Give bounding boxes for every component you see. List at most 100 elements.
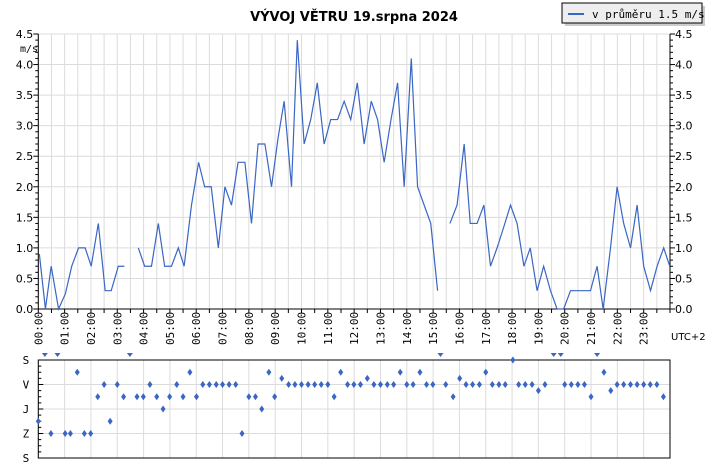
direction-point	[101, 381, 107, 388]
direction-point	[305, 381, 311, 388]
direction-point	[562, 381, 568, 388]
y-axis-unit: m/s	[20, 44, 38, 55]
calm-marker	[437, 353, 444, 357]
y-tick-label-right: 2.0	[675, 181, 693, 194]
direction-point	[312, 381, 318, 388]
y-tick-label-right: 0.0	[675, 303, 693, 316]
dir-tick-label: Z	[23, 428, 30, 441]
direction-point	[647, 381, 653, 388]
direction-point	[48, 430, 54, 437]
calm-marker	[54, 353, 61, 357]
x-tick-label: 06:00	[190, 312, 203, 345]
direction-point	[81, 430, 87, 437]
speed-line-segment	[449, 143, 671, 310]
direction-point	[226, 381, 232, 388]
direction-point	[377, 381, 383, 388]
direction-point	[345, 381, 351, 388]
direction-grid	[37, 360, 671, 458]
direction-point	[457, 374, 463, 382]
direction-point	[331, 393, 337, 401]
direction-point	[279, 374, 285, 382]
direction-point	[239, 430, 245, 437]
direction-point	[542, 381, 548, 388]
y-tick-label-right: 4.5	[675, 28, 693, 41]
x-tick-label: 03:00	[111, 312, 124, 345]
x-tick-label: 13:00	[374, 312, 387, 345]
direction-point	[522, 381, 528, 388]
direction-point	[476, 381, 482, 388]
direction-point	[252, 393, 258, 401]
x-tick-label: 07:00	[217, 312, 230, 345]
x-tick-label: 21:00	[585, 312, 598, 345]
y-tick-label-right: 1.5	[675, 211, 693, 224]
direction-point	[292, 381, 298, 388]
y-tick-label-left: 0.0	[16, 303, 34, 316]
y-tick-label-right: 3.5	[675, 89, 693, 102]
direction-point	[654, 381, 660, 388]
direction-point	[430, 381, 436, 388]
direction-point	[364, 374, 370, 382]
direction-point	[338, 368, 344, 376]
direction-point	[581, 381, 587, 388]
direction-point	[95, 393, 101, 401]
direction-point	[535, 387, 541, 395]
direction-point	[463, 381, 469, 388]
direction-point	[357, 381, 363, 388]
direction-point	[575, 381, 581, 388]
speed-line-segment	[38, 223, 125, 312]
direction-point	[410, 381, 416, 388]
x-tick-label: 14:00	[401, 312, 414, 345]
calm-marker	[594, 353, 601, 357]
direction-point	[134, 393, 140, 401]
direction-point	[107, 417, 113, 425]
direction-point	[470, 381, 476, 388]
y-tick-label-left: 2.5	[16, 150, 34, 163]
dir-tick-label: S	[23, 452, 30, 465]
direction-point	[391, 381, 397, 388]
direction-point	[213, 381, 219, 388]
x-tick-label: 05:00	[164, 312, 177, 345]
direction-points	[35, 353, 666, 437]
x-tick-label: 15:00	[427, 312, 440, 345]
x-tick-label: 11:00	[322, 312, 335, 345]
direction-point	[318, 381, 324, 388]
direction-point	[160, 405, 166, 413]
direction-point	[641, 381, 647, 388]
direction-point	[502, 381, 508, 388]
direction-point	[568, 381, 574, 388]
direction-point	[496, 381, 502, 388]
x-tick-label: 02:00	[85, 312, 98, 345]
direction-point	[246, 393, 252, 401]
calm-marker	[126, 353, 133, 357]
x-tick-label: 17:00	[480, 312, 493, 345]
direction-point	[450, 393, 456, 401]
direction-point	[371, 381, 377, 388]
chart-title: VÝVOJ VĚTRU 19.srpna 2024	[250, 9, 458, 25]
speed-grid	[37, 33, 671, 310]
x-tick-label: 01:00	[59, 312, 72, 345]
direction-point	[220, 381, 226, 388]
direction-point	[180, 393, 186, 401]
direction-point	[233, 381, 239, 388]
direction-point	[634, 381, 640, 388]
direction-point	[266, 368, 272, 376]
direction-point	[74, 368, 80, 376]
direction-point	[628, 381, 634, 388]
dir-tick-label: J	[23, 403, 30, 416]
x-tick-label: 23:00	[638, 312, 651, 345]
x-tick-label: 19:00	[532, 312, 545, 345]
y-tick-label-left: 1.5	[16, 211, 34, 224]
direction-point	[167, 393, 173, 401]
x-tick-label: 09:00	[269, 312, 282, 345]
direction-point	[351, 381, 357, 388]
direction-point	[397, 368, 403, 376]
direction-point	[259, 405, 265, 413]
direction-point	[325, 381, 331, 388]
direction-point	[424, 381, 430, 388]
direction-point	[510, 356, 516, 364]
y-tick-label-left: 0.5	[16, 272, 34, 285]
direction-point	[660, 393, 666, 401]
x-tick-label: 12:00	[348, 312, 361, 345]
direction-point	[174, 381, 180, 388]
